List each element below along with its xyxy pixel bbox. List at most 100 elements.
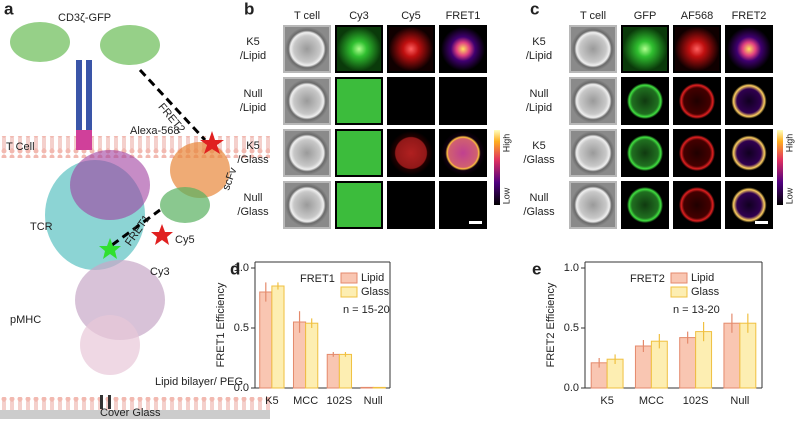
label: pMHC — [10, 314, 41, 326]
label: TCR — [30, 221, 53, 233]
panel-label: d — [230, 259, 240, 278]
colorbar-label: High — [501, 134, 511, 153]
image — [285, 183, 329, 227]
row-label: /Lipid — [526, 50, 552, 62]
image — [571, 27, 615, 71]
colorbar-label: Low — [501, 187, 511, 204]
y-tick-label: 0.0 — [234, 382, 249, 394]
y-tick-label: 1.0 — [234, 262, 249, 274]
scfv — [170, 142, 230, 198]
cd3 — [86, 60, 92, 140]
row-label: /Lipid — [240, 102, 266, 114]
x-tick-label: Null — [364, 395, 383, 407]
image — [337, 131, 381, 175]
image — [727, 79, 771, 123]
image — [571, 131, 615, 175]
x-tick-label: K5 — [265, 395, 278, 407]
alexa-star — [200, 131, 224, 154]
row-label: Null — [244, 88, 263, 100]
label: Cy3 — [150, 266, 170, 278]
panel-a: a CD3ζ-GFP FRET2 T Cell Alexa-568 scFv T… — [0, 0, 270, 419]
image — [389, 79, 433, 123]
bar — [305, 322, 319, 389]
image — [441, 131, 485, 175]
y-tick-label: 1.0 — [564, 262, 579, 274]
image — [727, 183, 771, 227]
panel-label: e — [532, 259, 541, 278]
fret2-arrow — [138, 68, 207, 142]
x-tick-label: MCC — [293, 395, 318, 407]
image — [727, 27, 771, 71]
bar — [338, 353, 353, 389]
image — [623, 79, 667, 123]
annotation: n = 15-20 — [343, 304, 390, 316]
row-label: Null — [530, 88, 549, 100]
panel-label: a — [4, 0, 14, 18]
image — [285, 27, 329, 71]
bar — [739, 322, 757, 389]
column-label: GFP — [634, 10, 657, 22]
legend-label: Glass — [691, 286, 720, 298]
cy5-star — [151, 224, 173, 245]
label: T Cell — [6, 141, 35, 153]
column-label: Cy3 — [349, 10, 369, 22]
image — [571, 79, 615, 123]
colorbar — [777, 130, 783, 205]
chart-title: FRET1 — [300, 273, 335, 285]
gfp — [10, 22, 70, 62]
row-label: K5 — [532, 36, 545, 48]
label: Cover Glass — [100, 407, 161, 419]
bar — [259, 291, 273, 389]
column-label: T cell — [294, 10, 320, 22]
row-label: /Lipid — [526, 102, 552, 114]
column-label: T cell — [580, 10, 606, 22]
column-label: Cy5 — [401, 10, 421, 22]
image — [675, 27, 719, 71]
label: Lipid bilayer/ PEG — [155, 376, 243, 388]
label: CD3ζ-GFP — [58, 12, 111, 24]
image — [441, 79, 485, 123]
legend-label: Lipid — [691, 272, 714, 284]
chart-title: FRET2 — [630, 273, 665, 285]
cy3-star — [99, 238, 121, 259]
image — [675, 79, 719, 123]
cover-glass — [0, 410, 270, 419]
label: Cy5 — [175, 234, 195, 246]
x-tick-label: K5 — [600, 395, 613, 407]
pmhc — [80, 315, 140, 375]
image — [441, 183, 485, 227]
image — [285, 131, 329, 175]
image — [623, 183, 667, 227]
x-tick-label: Null — [730, 395, 749, 407]
column-label: FRET1 — [446, 10, 481, 22]
image — [675, 131, 719, 175]
row-label: /Glass — [237, 206, 269, 218]
tcr — [70, 150, 150, 220]
image — [623, 131, 667, 175]
bar — [634, 345, 652, 389]
image — [337, 183, 381, 227]
x-tick-label: MCC — [639, 395, 664, 407]
label: Alexa-568 — [130, 125, 180, 137]
image — [623, 27, 667, 71]
bar — [679, 337, 697, 389]
legend-swatch — [670, 286, 688, 298]
panel-label: c — [530, 0, 539, 18]
image — [337, 79, 381, 123]
y-axis-label: FRET2 Efficiency — [545, 282, 557, 367]
anchor — [100, 395, 103, 409]
legend-swatch — [340, 272, 358, 284]
row-label: K5 — [532, 140, 545, 152]
row-label: /Glass — [523, 154, 555, 166]
colorbar-label: High — [784, 134, 794, 153]
legend-swatch — [340, 286, 358, 298]
colorbar — [494, 130, 500, 205]
x-tick-label: 102S — [327, 395, 353, 407]
image — [727, 131, 771, 175]
image — [389, 131, 433, 175]
row-label: /Glass — [523, 206, 555, 218]
x-tick-label: 102S — [683, 395, 709, 407]
row-label: K5 — [246, 140, 259, 152]
image — [675, 183, 719, 227]
